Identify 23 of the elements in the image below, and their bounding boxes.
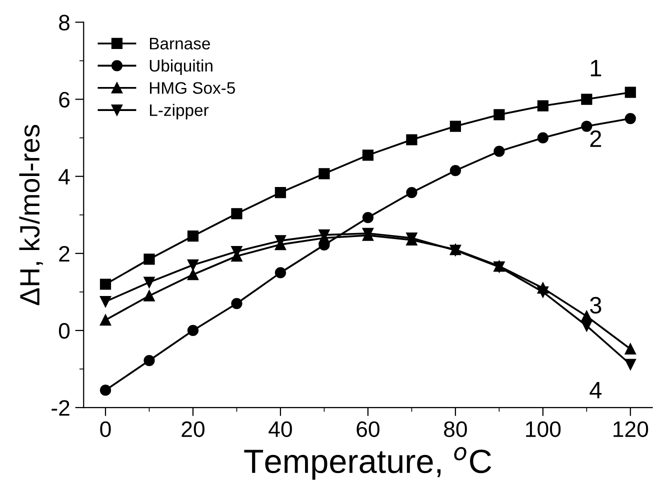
y-tick-label: 4 xyxy=(58,169,70,184)
x-tick-label: 120 xyxy=(614,421,648,438)
annotation: 4 xyxy=(590,382,602,398)
x-tick-label: 60 xyxy=(356,421,380,438)
annotation: 1 xyxy=(590,60,602,76)
y-tick-label: -2 xyxy=(52,400,70,416)
y-tick-label: 0 xyxy=(58,323,70,339)
legend-label: Ubiquitin xyxy=(150,59,212,75)
x-axis-title: Temperature, $^{o}$C xyxy=(244,447,492,480)
x-tick-label: 40 xyxy=(268,421,292,438)
x-tick-label: 20 xyxy=(182,421,204,438)
x-tick-label: 100 xyxy=(526,421,561,438)
legend-label: Barnase xyxy=(150,38,210,50)
y-tick-label: 6 xyxy=(59,92,70,108)
y-tick-label: 2 xyxy=(59,246,70,262)
x-tick-label: 80 xyxy=(444,421,467,438)
y-tick-label: 8 xyxy=(59,14,70,30)
y-axis-title: ΔH, kJ/mol-res xyxy=(19,124,43,306)
legend-label: L-zipper xyxy=(150,104,209,120)
annotation: 2 xyxy=(590,130,602,147)
legend-label: HMG Sox-5 xyxy=(150,82,235,94)
annotation: 3 xyxy=(590,296,602,314)
x-tick-label: 0 xyxy=(100,421,111,438)
